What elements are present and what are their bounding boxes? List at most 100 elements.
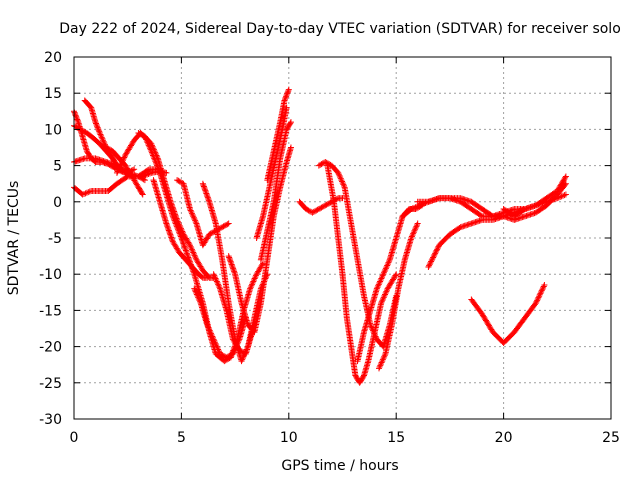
data-point [213,343,220,350]
data-point [175,227,182,234]
data-point [116,164,123,171]
data-point [236,347,243,354]
data-point [324,200,331,207]
series-arc-10 [174,177,232,249]
data-point [195,294,202,301]
data-point [321,203,328,210]
data-point [152,159,159,166]
data-point [412,226,419,233]
data-point [381,292,388,299]
data-point [211,274,218,281]
data-point [287,119,294,126]
data-point [382,265,389,272]
data-point [283,92,290,99]
data-point [380,269,387,276]
data-point [188,208,195,215]
data-point [374,284,381,291]
data-point [95,125,102,132]
data-point [86,188,93,195]
data-point [287,120,294,127]
data-point [94,124,101,131]
data-point [223,354,230,361]
data-point [386,258,393,265]
data-point [71,109,78,116]
data-point [428,258,435,265]
data-point [430,254,437,261]
data-point [192,253,199,260]
data-point [327,199,334,206]
data-point [434,246,441,253]
data-point [148,148,155,155]
data-point [154,164,161,171]
data-point [193,290,200,297]
data-point [219,352,226,359]
chart-title: Day 222 of 2024, Sidereal Day-to-day VTE… [59,21,621,37]
data-point [220,223,227,230]
data-point [170,216,177,223]
data-point [118,160,125,167]
data-point [189,248,196,255]
data-point [380,271,387,278]
data-point [533,298,540,305]
data-point [121,154,128,161]
data-point [309,209,316,216]
data-point [147,145,154,152]
data-point [96,130,103,137]
data-point [381,268,388,275]
data-point [175,177,182,184]
data-point [103,144,110,151]
data-point [337,174,344,181]
data-point [249,281,256,288]
data-point [113,169,120,176]
data-point [114,168,121,175]
data-point [415,203,422,210]
data-point [283,93,290,100]
data-point [105,145,112,152]
data-point [360,373,367,380]
data-point [191,285,198,292]
data-point [211,339,218,346]
data-point [135,130,142,137]
data-point [414,221,421,228]
data-point [377,360,384,367]
data-point [82,190,89,197]
data-point [230,349,237,356]
x-tick-label: 0 [70,430,79,446]
data-point [425,263,432,270]
data-point [416,202,423,209]
data-point [409,205,416,212]
data-point [317,205,324,212]
data-point [189,211,196,218]
data-point [377,362,384,369]
data-point [142,135,149,142]
data-point [223,221,230,228]
data-point [74,117,81,124]
y-tick-label: -10 [39,267,62,283]
data-point [190,250,197,257]
data-point [239,356,246,363]
data-point [187,243,194,250]
data-point [141,177,148,184]
data-point [284,90,291,97]
data-point [115,167,122,174]
data-point [206,327,213,334]
data-point [534,297,541,304]
data-point [413,223,420,230]
data-point [540,284,547,291]
data-point [376,363,383,370]
data-point [101,141,108,148]
data-point [208,332,215,339]
data-point [210,336,217,343]
data-point [285,87,292,94]
data-point [434,244,441,251]
data-point [408,235,415,241]
data-point [151,155,158,162]
data-point [136,130,143,137]
data-point [208,330,215,337]
data-point [123,174,130,181]
data-point [171,217,178,224]
data-point [412,204,419,211]
series-arc-22 [376,220,421,372]
data-point [213,342,220,349]
